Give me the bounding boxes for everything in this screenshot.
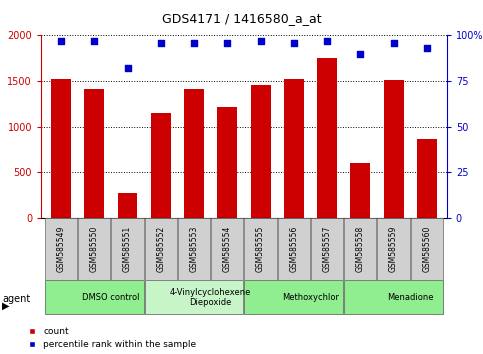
Bar [45, 218, 77, 280]
Text: GSM585551: GSM585551 [123, 225, 132, 272]
Bar [144, 280, 243, 314]
Bar [144, 218, 177, 280]
Bar [244, 280, 343, 314]
Text: Methoxychlor: Methoxychlor [282, 293, 339, 302]
Bar [377, 218, 410, 280]
Bar [251, 85, 270, 218]
Text: agent: agent [2, 294, 30, 304]
Point [157, 40, 165, 46]
Text: Menadione: Menadione [387, 293, 433, 302]
Point [290, 40, 298, 46]
Point [356, 51, 364, 56]
Point [323, 38, 331, 44]
Bar [344, 218, 376, 280]
Bar [284, 79, 304, 218]
Bar [178, 218, 210, 280]
Text: 4-Vinylcyclohexene
Diepoxide: 4-Vinylcyclohexene Diepoxide [170, 288, 251, 307]
Bar [417, 139, 437, 218]
Point [423, 45, 431, 51]
Bar [151, 113, 171, 218]
Text: GSM585557: GSM585557 [323, 225, 331, 272]
Point [224, 40, 231, 46]
Bar [350, 163, 370, 218]
Point [124, 65, 131, 71]
Text: GSM585558: GSM585558 [356, 225, 365, 272]
Point [390, 40, 398, 46]
Bar [45, 280, 143, 314]
Point [256, 38, 264, 44]
Text: GSM585556: GSM585556 [289, 225, 298, 272]
Bar [384, 80, 403, 218]
Bar [344, 280, 443, 314]
Text: GSM585549: GSM585549 [57, 225, 66, 272]
Bar [78, 218, 111, 280]
Text: GSM585553: GSM585553 [189, 225, 199, 272]
Bar [317, 58, 337, 218]
Bar [117, 193, 138, 218]
Text: GDS4171 / 1416580_a_at: GDS4171 / 1416580_a_at [162, 12, 321, 25]
Legend: count, percentile rank within the sample: count, percentile rank within the sample [28, 327, 196, 349]
Bar [85, 89, 104, 218]
Bar [51, 79, 71, 218]
Point [190, 40, 198, 46]
Text: GSM585554: GSM585554 [223, 225, 232, 272]
Bar [311, 218, 343, 280]
Bar [411, 218, 443, 280]
Bar [112, 218, 143, 280]
Bar [244, 218, 277, 280]
Bar [184, 89, 204, 218]
Text: GSM585559: GSM585559 [389, 225, 398, 272]
Text: GSM585552: GSM585552 [156, 225, 165, 272]
Text: GSM585555: GSM585555 [256, 225, 265, 272]
Text: DMSO control: DMSO control [82, 293, 140, 302]
Text: ▶: ▶ [2, 301, 10, 311]
Point [57, 38, 65, 44]
Point [90, 38, 98, 44]
Bar [278, 218, 310, 280]
Bar [217, 107, 237, 218]
Text: GSM585550: GSM585550 [90, 225, 99, 272]
Text: GSM585560: GSM585560 [422, 225, 431, 272]
Bar [211, 218, 243, 280]
